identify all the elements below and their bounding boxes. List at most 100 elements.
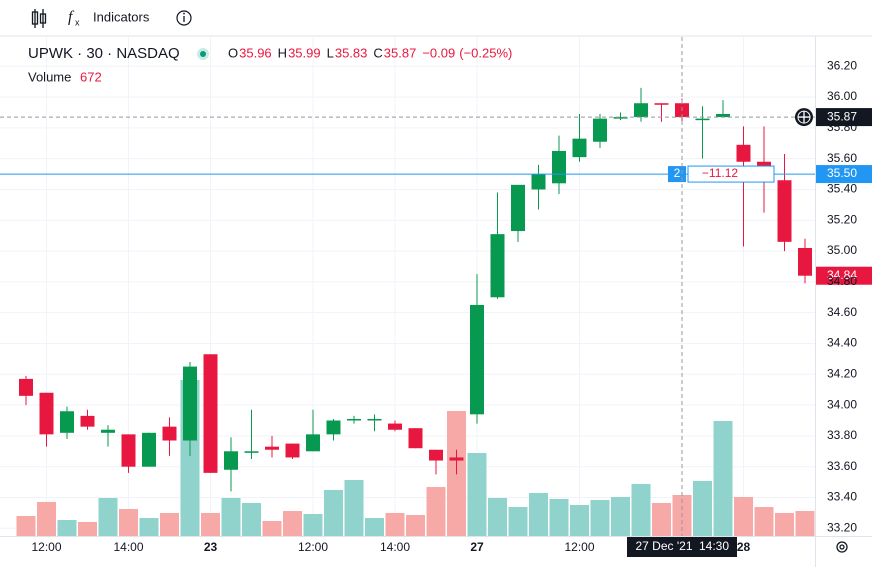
axes: 36.20 36.00 35.80 35.60 35.40 35.20 35.00 34.80… xyxy=(31,58,857,554)
y-tick-label: 34.20 xyxy=(827,366,857,380)
change-value: −0.09 xyxy=(422,45,455,60)
candle-body xyxy=(60,411,74,433)
volume-bar xyxy=(283,511,302,536)
candle-body xyxy=(142,432,156,467)
volume-bar xyxy=(529,492,548,536)
volume-bar xyxy=(467,452,487,536)
candle-body xyxy=(408,428,423,449)
y-tick-label: 34.00 xyxy=(827,397,857,411)
crosshair-date-label: 27 Dec '21 xyxy=(636,539,693,553)
candle-body xyxy=(101,429,115,433)
volume-bar xyxy=(652,502,671,536)
candle-body xyxy=(613,117,628,119)
volume-bar xyxy=(693,480,712,536)
y-tick-label: 35.00 xyxy=(827,243,857,257)
overlays: 2 −11.12 35.50 35.87 27 Dec '21 14:30 34.84 xyxy=(0,37,872,557)
candle-body xyxy=(470,304,484,415)
volume-bar xyxy=(488,498,507,536)
volume-bar xyxy=(385,512,405,536)
candle-body xyxy=(306,434,320,452)
y-tick-label: 35.40 xyxy=(827,182,857,196)
candle-body xyxy=(224,451,238,470)
volume-bar xyxy=(139,518,159,536)
info-icon xyxy=(183,12,185,15)
volume-bar xyxy=(37,501,56,536)
volume-bar xyxy=(98,498,118,536)
candle-body xyxy=(265,446,279,450)
x-tick-label: 28 xyxy=(737,540,751,554)
price-label: 35.50 xyxy=(827,166,857,180)
indicators-button[interactable]: Indicators xyxy=(93,9,150,24)
x-tick-label: 27 xyxy=(470,540,484,554)
info-icon[interactable] xyxy=(176,10,192,26)
volume-bar xyxy=(57,520,77,536)
ohlc-letter: C xyxy=(373,45,382,60)
candle-body xyxy=(593,118,607,142)
price-label-box xyxy=(816,108,872,127)
candle-body xyxy=(777,180,792,242)
x-tick-label: 14:00 xyxy=(113,540,143,554)
candle-body xyxy=(552,150,566,184)
volume-bar xyxy=(78,521,97,536)
last-price-label: 34.84 xyxy=(827,268,857,282)
settings-icon[interactable] xyxy=(836,541,848,553)
y-tick-label: 33.40 xyxy=(827,490,857,504)
candle-body xyxy=(203,354,218,473)
crosshair-price-label: 35.87 xyxy=(827,109,857,123)
volume-bar xyxy=(344,480,364,536)
time-label-box xyxy=(627,537,737,557)
candle-body xyxy=(511,184,525,232)
ohlc-legend: O 35.96 H 35.99 L 35.83 C 35.87 −0.09 (−0.25%) xyxy=(228,45,512,60)
candle-body xyxy=(449,457,464,461)
fx-icon[interactable]: f xyxy=(68,9,75,26)
volume-pane xyxy=(16,380,815,536)
candle-body xyxy=(326,420,341,435)
volume-bar xyxy=(508,507,528,536)
candles-icon[interactable] xyxy=(31,9,47,28)
line-text[interactable]: −11.12 xyxy=(702,166,738,180)
volume-bar xyxy=(631,483,651,536)
volume-bar xyxy=(242,502,261,536)
market-status-dot xyxy=(200,51,206,57)
candle-body xyxy=(695,118,710,121)
candle-body xyxy=(121,434,136,467)
candle-body xyxy=(285,443,300,458)
y-tick-label: 34.80 xyxy=(827,274,857,288)
volume-bar xyxy=(590,500,610,536)
line-text-box[interactable] xyxy=(687,165,775,183)
x-tick-label: 23 xyxy=(204,540,218,554)
ohlc-value: 35.83 xyxy=(335,45,368,60)
candle-body xyxy=(244,451,259,453)
header: UPWK · 30 · NASDAQ O 35.96 H 35.99 L 35.83 C 35… xyxy=(28,45,512,84)
volume-bar xyxy=(201,512,220,536)
y-tick-label: 35.60 xyxy=(827,151,857,165)
crosshair-time-label: 14:30 xyxy=(699,539,729,553)
x-tick-label: 12:00 xyxy=(298,540,328,554)
candle-body xyxy=(367,418,382,421)
volume-bar xyxy=(549,499,569,536)
symbol-title[interactable]: UPWK · 30 · NASDAQ xyxy=(28,45,180,62)
volume-bar xyxy=(406,514,425,536)
line-tag[interactable]: 2 xyxy=(674,166,681,180)
price-label-box xyxy=(816,266,872,285)
y-tick-label: 36.00 xyxy=(827,89,857,103)
candle-body xyxy=(162,426,177,441)
candle-body xyxy=(429,449,443,461)
volume-bar xyxy=(160,512,179,536)
volume-bar xyxy=(775,512,794,536)
candle-body xyxy=(347,418,361,421)
price-label-box xyxy=(816,165,872,184)
y-tick-label: 33.60 xyxy=(827,459,857,473)
y-tick-label: 34.60 xyxy=(827,305,857,319)
y-tick-label: 35.80 xyxy=(827,120,857,134)
candles xyxy=(19,87,812,492)
volume-bar xyxy=(795,511,815,536)
ohlc-value: 35.99 xyxy=(288,45,321,60)
candle-body xyxy=(798,247,812,276)
y-tick-label: 35.20 xyxy=(827,212,857,226)
add-alert-icon xyxy=(797,110,811,124)
ohlc-letter: O xyxy=(228,45,238,60)
fx-icon-sub[interactable]: x xyxy=(75,17,80,27)
